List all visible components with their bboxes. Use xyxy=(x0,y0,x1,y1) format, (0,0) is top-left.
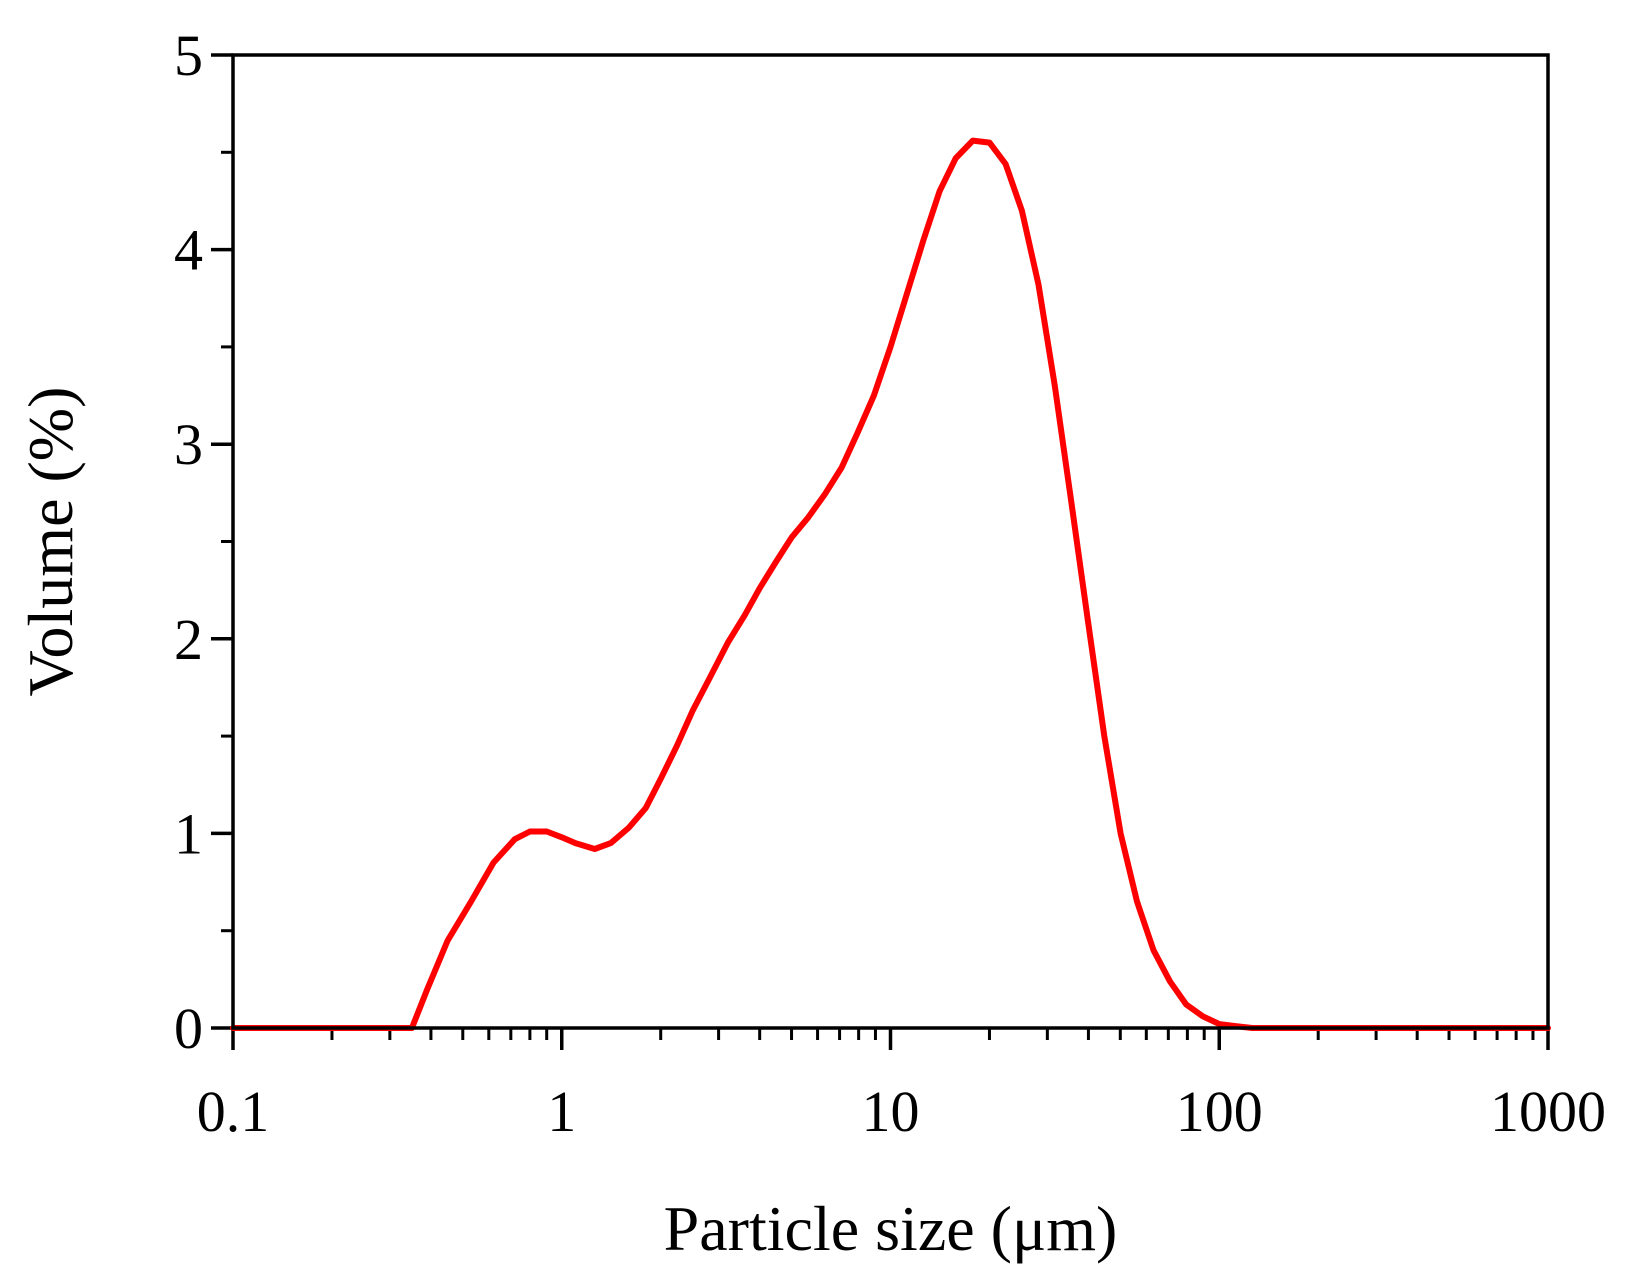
x-axis-major-ticks xyxy=(231,1028,1550,1050)
y-tick-label: 5 xyxy=(174,23,203,88)
y-tick-label: 2 xyxy=(174,607,203,672)
y-axis-major-ticks xyxy=(211,53,233,1030)
y-tick-label: 1 xyxy=(174,801,203,866)
y-tick-label: 3 xyxy=(174,412,203,477)
y-tick-label: 4 xyxy=(174,218,203,283)
x-axis-tick-labels: 0.1 1 10 100 1000 xyxy=(197,1079,1606,1144)
x-tick-label: 0.1 xyxy=(197,1079,270,1144)
volume-distribution-line xyxy=(230,137,1551,1031)
y-axis-minor-ticks xyxy=(221,150,233,933)
x-tick-label: 1 xyxy=(547,1079,576,1144)
y-tick-label: 0 xyxy=(174,996,203,1061)
x-axis-title: Particle size (μm) xyxy=(664,1193,1118,1264)
x-tick-label: 10 xyxy=(862,1079,920,1144)
y-axis-tick-labels: 0 1 2 3 4 5 xyxy=(174,23,203,1061)
x-tick-label: 100 xyxy=(1176,1079,1263,1144)
x-tick-label: 1000 xyxy=(1490,1079,1606,1144)
plot-frame xyxy=(231,53,1550,1030)
y-axis-title: Volume (%) xyxy=(15,387,86,697)
